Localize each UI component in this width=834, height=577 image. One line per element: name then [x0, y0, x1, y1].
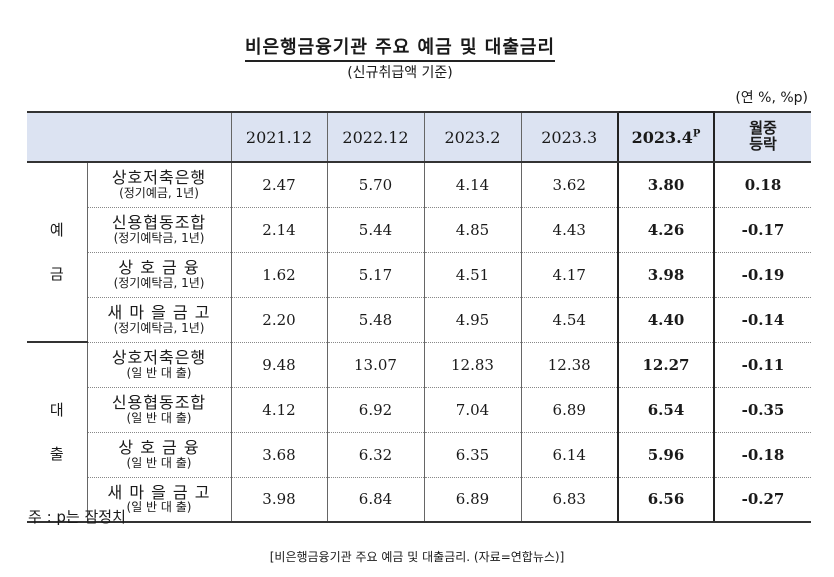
- institution-name: 상호저축은행: [111, 168, 207, 188]
- table-row: 신용협동조합 (정기예탁금, 1년) 2.14 5.44 4.85 4.43 4.26 -0.…: [27, 207, 811, 253]
- rate-cell: 6.84: [326, 477, 424, 523]
- rate-cell: 7.04: [423, 387, 521, 433]
- rate-cell: 12.38: [520, 342, 618, 388]
- rate-cell: 3.68: [230, 432, 327, 478]
- change-cell: -0.14: [713, 297, 811, 343]
- change-cell: -0.17: [713, 207, 811, 253]
- current-rate-cell: 12.27: [617, 342, 715, 388]
- col-header-current: 2023.4P: [617, 111, 715, 163]
- institution-name: 신용협동조합: [111, 393, 207, 413]
- product-type: (정기예금, 1년): [119, 185, 199, 200]
- institution-cell: 상호저축은행 (정기예금, 1년): [86, 162, 231, 208]
- col-header: 2021.12: [230, 111, 327, 163]
- product-type: (일 반 대 출): [126, 410, 192, 425]
- product-type: (일 반 대 출): [126, 500, 192, 515]
- rate-cell: 6.83: [520, 477, 618, 523]
- rate-cell: 3.98: [230, 477, 327, 523]
- change-cell: 0.18: [713, 162, 811, 208]
- institution-name: 상 호 금 융: [118, 258, 200, 278]
- current-rate-cell: 4.40: [617, 297, 715, 343]
- current-rate-cell: 6.54: [617, 387, 715, 433]
- institution-cell: 상호저축은행 (일 반 대 출): [86, 342, 231, 388]
- rate-cell: 6.89: [520, 387, 618, 433]
- institution-name: 상 호 금 융: [118, 438, 200, 458]
- rate-cell: 9.48: [230, 342, 327, 388]
- table-row: 예 금 상호저축은행 (정기예금, 1년) 2.47 5.70 4.14 3.62 3.80 0.…: [27, 162, 811, 343]
- header-row: 2021.12 2022.12 2023.2 2023.3 2023.4P 월중…: [27, 111, 811, 163]
- table-subtitle: (신규취급액 기준): [347, 65, 453, 81]
- rate-cell: 1.62: [230, 252, 327, 298]
- institution-name: 신용협동조합: [111, 213, 207, 233]
- rate-cell: 6.89: [423, 477, 521, 523]
- table-row: 새 마 을 금 고 (일 반 대 출) 3.98 6.84 6.89 6.83 6.56 -0…: [27, 477, 811, 523]
- rate-cell: 4.14: [423, 162, 521, 208]
- change-cell: -0.27: [713, 477, 811, 523]
- unit-label: (연 %, %p): [735, 90, 808, 106]
- rate-cell: 3.62: [520, 162, 618, 208]
- image-caption: [비은행금융기관 주요 예금 및 대출금리. (자료=연합뉴스)]: [269, 550, 565, 564]
- institution-cell: 상 호 금 융 (일 반 대 출): [86, 432, 231, 478]
- rate-cell: 5.17: [326, 252, 424, 298]
- table-row: 신용협동조합 (일 반 대 출) 4.12 6.92 7.04 6.89 6.54 -0.35: [27, 387, 811, 433]
- table-row: 상 호 금 융 (일 반 대 출) 3.68 6.32 6.35 6.14 5.96 -0.1…: [27, 432, 811, 478]
- rate-cell: 6.32: [326, 432, 424, 478]
- col-header: 2023.3: [520, 111, 618, 163]
- rate-cell: 4.54: [520, 297, 618, 343]
- rate-cell: 2.47: [230, 162, 327, 208]
- institution-cell: 신용협동조합 (일 반 대 출): [86, 387, 231, 433]
- institution-cell: 신용협동조합 (정기예탁금, 1년): [86, 207, 231, 253]
- col-header: 2022.12: [326, 111, 424, 163]
- header-corner: [27, 111, 231, 163]
- institution-cell: 상 호 금 융 (정기예탁금, 1년): [86, 252, 231, 298]
- institution-name: 새 마 을 금 고: [107, 303, 211, 323]
- col-header: 2023.2: [423, 111, 521, 163]
- rate-cell: 4.85: [423, 207, 521, 253]
- change-cell: -0.18: [713, 432, 811, 478]
- current-rate-cell: 6.56: [617, 477, 715, 523]
- product-type: (정기예탁금, 1년): [113, 230, 205, 245]
- current-rate-cell: 3.80: [617, 162, 715, 208]
- product-type: (일 반 대 출): [126, 455, 192, 470]
- rate-cell: 4.51: [423, 252, 521, 298]
- current-rate-cell: 5.96: [617, 432, 715, 478]
- rate-cell: 4.95: [423, 297, 521, 343]
- table-title: 비은행금융기관 주요 예금 및 대출금리: [0, 33, 800, 62]
- rate-cell: 4.17: [520, 252, 618, 298]
- change-cell: -0.35: [713, 387, 811, 433]
- rate-cell: 5.44: [326, 207, 424, 253]
- current-rate-cell: 4.26: [617, 207, 715, 253]
- product-type: (정기예탁금, 1년): [113, 320, 205, 335]
- rate-cell: 6.92: [326, 387, 424, 433]
- rate-cell: 4.12: [230, 387, 327, 433]
- rate-cell: 2.14: [230, 207, 327, 253]
- product-type: (정기예탁금, 1년): [113, 275, 205, 290]
- rate-cell: 12.83: [423, 342, 521, 388]
- institution-cell: 새 마 을 금 고 (일 반 대 출): [86, 477, 231, 523]
- product-type: (일 반 대 출): [126, 365, 192, 380]
- rate-cell: 6.35: [423, 432, 521, 478]
- rates-table: 2021.12 2022.12 2023.2 2023.3 2023.4P 월중…: [27, 111, 811, 523]
- rate-cell: 5.70: [326, 162, 424, 208]
- rate-cell: 2.20: [230, 297, 327, 343]
- current-rate-cell: 3.98: [617, 252, 715, 298]
- institution-name: 상호저축은행: [111, 348, 207, 368]
- change-cell: -0.11: [713, 342, 811, 388]
- table-row: 상 호 금 융 (정기예탁금, 1년) 1.62 5.17 4.51 4.17 3.98 -0…: [27, 252, 811, 298]
- institution-name: 새 마 을 금 고: [107, 482, 211, 502]
- table-row: 대 출 상호저축은행 (일 반 대 출) 9.48 13.07 12.83 12.38 12.2…: [27, 342, 811, 523]
- rate-cell: 13.07: [326, 342, 424, 388]
- table-row: 새 마 을 금 고 (정기예탁금, 1년) 2.20 5.48 4.95 4.54 4.40…: [27, 297, 811, 343]
- rate-cell: 4.43: [520, 207, 618, 253]
- footnote: 주 : p는 잠정치: [28, 508, 126, 526]
- col-header-change: 월중 등락: [713, 111, 811, 163]
- institution-cell: 새 마 을 금 고 (정기예탁금, 1년): [86, 297, 231, 343]
- rate-cell: 6.14: [520, 432, 618, 478]
- change-cell: -0.19: [713, 252, 811, 298]
- rate-cell: 5.48: [326, 297, 424, 343]
